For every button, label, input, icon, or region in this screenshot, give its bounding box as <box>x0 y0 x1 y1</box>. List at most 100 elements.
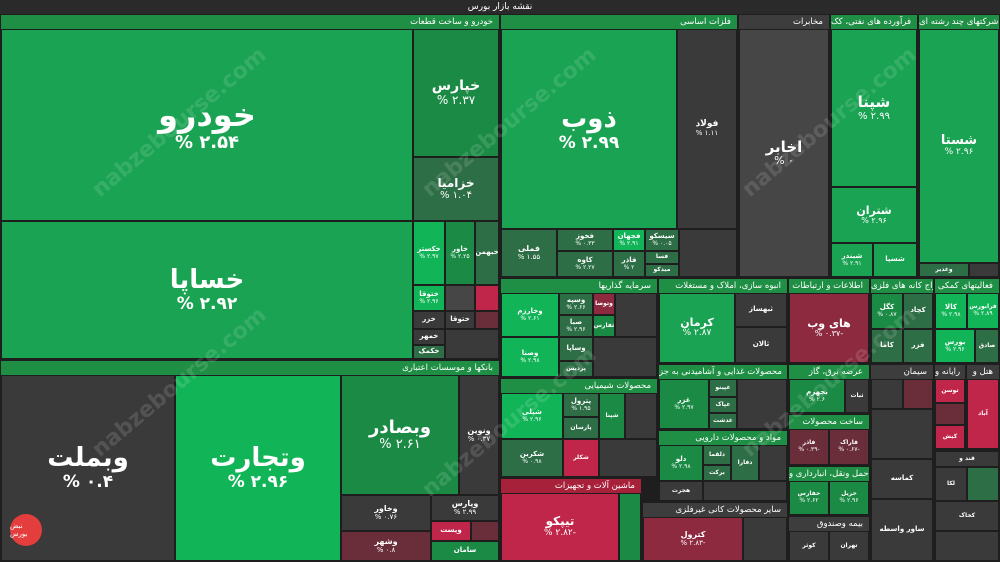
tile-vakharazm[interactable]: وخارزم % ۲.۶۱ <box>501 293 559 337</box>
tile-kechad[interactable]: کچاد <box>903 293 933 329</box>
tile-thalan[interactable]: ثالان <box>735 327 787 363</box>
tile-farabours[interactable]: فرابورس % ۲.۸۹ <box>967 293 999 329</box>
tile-dalo[interactable]: دلو % ۲.۹۸ <box>659 445 703 481</box>
tile-kamaseh[interactable]: کماسه <box>871 459 933 499</box>
tile-faroz[interactable]: فملی % ۱.۵۵ <box>501 229 557 277</box>
tile-small[interactable] <box>679 229 737 277</box>
tile-akhaber[interactable]: اخابر % ۰ <box>739 29 829 277</box>
tile-khodro[interactable]: خودرو % ۲.۵۴ <box>1 29 413 221</box>
tile-ghdashtsal[interactable]: غدشت <box>709 413 737 429</box>
tile-shetran[interactable]: شتران % ۲.۹۶ <box>831 187 917 243</box>
tile-kaz[interactable]: فزر <box>903 329 933 363</box>
tile-foolad[interactable]: فولاد % ۱.۱۱ <box>677 29 737 229</box>
tile-small[interactable] <box>703 481 787 501</box>
tile-small[interactable] <box>871 379 903 409</box>
tile-kegol[interactable]: کگل % ۰.۸۷ <box>871 293 903 329</box>
tile-khodash[interactable]: کیش <box>935 425 965 449</box>
tile-vanovin[interactable]: ونوین % ۰.۳۷ <box>459 375 499 495</box>
tile-vatos[interactable]: وتوصا <box>593 293 615 315</box>
tile-khbahman[interactable]: خبهمن <box>475 221 499 285</box>
tile-small[interactable] <box>445 285 475 311</box>
tile-thbahsaz[interactable]: ثبهساز <box>735 293 787 327</box>
tile-small[interactable] <box>759 445 787 481</box>
tile-harail[interactable]: حریل % ۲.۹۶ <box>829 481 869 515</box>
tile-tipko[interactable]: تیپکو % ۲.۸۲- <box>501 493 619 561</box>
tile-small[interactable] <box>471 521 499 541</box>
tile-vasapa[interactable]: وساپا <box>559 337 593 361</box>
tile-hafarez[interactable]: حفارس % ۲.۶۲ <box>789 481 829 515</box>
tile-small[interactable] <box>737 379 787 429</box>
tile-shapna[interactable]: شپنا % ۲.۹۹ <box>831 29 917 187</box>
tile-small[interactable] <box>935 403 965 425</box>
tile-ghand[interactable]: قند و <box>935 451 999 467</box>
tile-kowsar[interactable]: کوثر <box>789 531 829 561</box>
tile-small[interactable] <box>871 409 933 459</box>
tile-vaghadir[interactable]: وغدیر <box>919 263 969 277</box>
tile-ghafak[interactable]: غپاک <box>709 397 737 413</box>
tile-zob[interactable]: ذوب % ۲.۹۹ <box>501 29 677 229</box>
tile-shepli[interactable]: شپلی % ۲.۹۶ <box>501 393 563 439</box>
tile-vafan[interactable]: ثفارس <box>593 315 615 337</box>
tile-sadan[interactable]: سامان <box>431 541 499 561</box>
tile-small[interactable] <box>593 337 657 377</box>
tile-khkaster[interactable]: خکستر % ۲.۹۷ <box>413 221 445 285</box>
tile-bajhmam[interactable]: بجهرم % ۲.۶ <box>789 379 845 413</box>
tile-kazroi[interactable]: کترول % ۲.۸۳- <box>643 517 743 561</box>
tile-ghazar[interactable]: غزر % ۲.۹۷ <box>659 379 709 429</box>
tile-khzar[interactable]: فخوز % ۰.۳۳ <box>557 229 613 251</box>
tile-small[interactable] <box>743 517 787 561</box>
tile-abad[interactable]: آباد <box>967 379 999 449</box>
tile-small[interactable] <box>625 393 657 439</box>
tile-paradis[interactable]: پردیس <box>559 361 593 377</box>
tile-small[interactable] <box>475 285 499 311</box>
tile-small[interactable] <box>967 467 999 501</box>
tile-shebandar[interactable]: شبندر % ۲.۹۱ <box>831 243 873 277</box>
tile-vapars[interactable]: وپارس % ۲.۹۹ <box>431 495 499 521</box>
tile-khodrizel[interactable]: ختوقا % ۲.۹۶ <box>413 285 445 311</box>
tile-farab[interactable]: فاذر % ۰.۳۹- <box>789 429 829 465</box>
tile-petrol[interactable]: پترول % ۱.۹۵ <box>563 393 599 417</box>
tile-vashahr[interactable]: وشهر % ۰.۸ <box>341 531 431 561</box>
tile-shesepa[interactable]: شسپا <box>873 243 917 277</box>
tile-shekala[interactable]: شکلر <box>563 439 599 477</box>
tile-khazamia[interactable]: خزامیا % ۱.۰۴ <box>413 157 499 221</box>
tile-ghapina[interactable]: غپینو <box>709 379 737 397</box>
tile-khchkosh[interactable]: ختوقا <box>445 311 475 329</box>
tile-sebe[interactable]: صبا % ۲.۹۶ <box>559 315 593 337</box>
tile-kama[interactable]: کاما <box>871 329 903 363</box>
tile-barkat[interactable]: برکت <box>703 465 731 481</box>
tile-karman[interactable]: کرمان % ۲.۸۷ <box>659 293 735 363</box>
tile-vasmeh[interactable]: وسپه % ۲.۶۶ <box>559 293 593 315</box>
tile-khemehr[interactable]: خمهر <box>413 329 445 345</box>
tile-dalghan[interactable]: دلقما <box>703 445 731 465</box>
tile-khazar[interactable]: خزر <box>413 311 445 329</box>
tile-fahror[interactable]: فجهان % ۲.۹۱ <box>613 229 645 251</box>
tile-khesapa[interactable]: خساپا % ۲.۹۲ <box>1 221 413 359</box>
tile-vabsader[interactable]: وبصادر % ۲.۶۱ <box>341 375 459 495</box>
tile-kala[interactable]: کالا % ۲.۹۸ <box>935 293 967 329</box>
tile-kave[interactable]: کاوه % ۲.۲۷ <box>557 251 613 277</box>
tile-small[interactable] <box>903 379 933 409</box>
tile-tabfa[interactable]: شپنا <box>599 393 625 439</box>
tile-small[interactable] <box>969 263 999 277</box>
tile-vatejarat[interactable]: وتجارت % ۲.۹۶ <box>175 375 341 561</box>
tile-small[interactable] <box>619 493 641 561</box>
tile-vapost[interactable]: وپست <box>431 521 471 541</box>
tile-dafra[interactable]: دفارا <box>731 445 759 481</box>
tile-parsan[interactable]: پارسان <box>563 417 599 439</box>
tile-midko[interactable]: میدکو <box>645 264 679 277</box>
tile-small[interactable] <box>445 329 499 359</box>
tile-kehsaran[interactable]: کخاک <box>935 501 999 531</box>
tile-saderat[interactable]: صادق <box>975 329 999 363</box>
tile-faroz2[interactable]: فاذر % ۲ <box>613 251 645 277</box>
tile-farak[interactable]: فاراک % ۰.۶۷- <box>829 429 869 465</box>
tile-bazar[interactable]: ثبات <box>845 379 869 413</box>
tile-fesa[interactable]: فسا <box>645 251 679 264</box>
tile-khkomak[interactable]: خکمک <box>413 345 445 359</box>
tile-bourse[interactable]: بورس % ۲.۹۶ <box>935 329 975 363</box>
tile-khavar[interactable]: خاور % ۲.۲۵ <box>445 221 475 285</box>
tile-sisko[interactable]: سیسکو % ۰.۰۵ <box>645 229 679 251</box>
tile-katomen[interactable]: توسن <box>935 379 965 403</box>
tile-sheshkar[interactable]: شکربن % ۰.۹۸ <box>501 439 563 477</box>
tile-small[interactable] <box>615 293 657 337</box>
